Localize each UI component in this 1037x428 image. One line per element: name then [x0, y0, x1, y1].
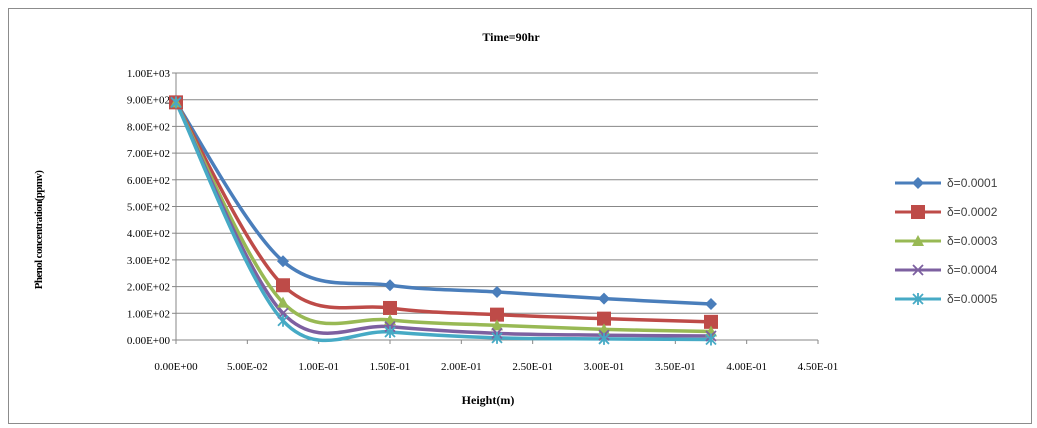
x-tick-label: 1.00E-01 [298, 361, 339, 373]
data-point-series-5 [170, 96, 182, 109]
legend-marker [912, 235, 924, 246]
x-tick-label: 1.50E-01 [370, 361, 411, 373]
y-tick-label: 5.00E+02 [127, 202, 170, 214]
data-point-series-2 [383, 300, 397, 315]
chart-frame [8, 8, 1032, 424]
y-tick-label: 7.00E+02 [127, 148, 170, 160]
legend-label: δ=0.0003 [947, 234, 998, 248]
data-point-series-5 [598, 332, 610, 345]
x-tick-label: 4.50E-01 [798, 361, 839, 373]
legend-label: δ=0.0004 [947, 263, 998, 277]
legend-item-1: δ=0.0001 [895, 176, 998, 190]
y-tick-label: 1.00E+02 [127, 308, 170, 320]
data-point-series-2 [490, 307, 504, 322]
y-tick-label: 1.00E+03 [127, 68, 171, 80]
chart-title: Time=90hr [482, 30, 540, 44]
y-tick-label: 0.00E+00 [127, 335, 171, 347]
data-point-series-2 [276, 278, 290, 293]
data-point-series-5 [491, 331, 503, 344]
x-tick-label: 5.00E-02 [227, 361, 268, 373]
data-point-series-1 [277, 255, 289, 268]
y-tick-label: 8.00E+02 [127, 121, 170, 133]
data-point-series-5 [384, 325, 396, 338]
data-point-series-1 [384, 279, 396, 292]
series-line-5 [174, 101, 712, 343]
data-point-series-5 [705, 333, 717, 346]
y-tick-label: 6.00E+02 [127, 175, 170, 187]
x-tick-label: 0.00E+00 [154, 361, 198, 373]
data-point-series-1 [598, 292, 610, 305]
legend-marker [912, 293, 924, 305]
data-point-series-1 [705, 297, 717, 310]
legend-item-4: δ=0.0004 [895, 263, 998, 277]
y-tick-label: 2.00E+02 [127, 282, 170, 294]
data-point-series-3 [491, 319, 503, 331]
legend-item-3: δ=0.0003 [895, 234, 998, 248]
y-tick-label: 4.00E+02 [127, 228, 170, 240]
legend-item-2: δ=0.0002 [895, 205, 998, 219]
legend-label: δ=0.0002 [947, 205, 998, 219]
legend-label: δ=0.0001 [947, 176, 998, 190]
data-point-series-3 [384, 313, 396, 325]
legend-marker [912, 177, 924, 189]
y-tick-label: 9.00E+02 [127, 95, 170, 107]
x-tick-label: 2.50E-01 [512, 361, 553, 373]
legend-marker [912, 264, 924, 276]
series-line-1 [174, 101, 712, 306]
x-tick-label: 3.00E-01 [584, 361, 625, 373]
x-axis-title: Height(m) [462, 393, 515, 407]
series-layer [169, 95, 718, 346]
data-point-series-2 [704, 314, 718, 329]
x-axis-ticks: 0.00E+00 5.00E-02 1.00E-01 1.50E-01 2.00E-01… [154, 340, 838, 373]
y-axis-ticks: 0.00E+00 1.00E+02 2.00E+02 3.00E+02 4.00E+02… [127, 68, 176, 347]
data-point-series-1 [491, 285, 503, 298]
y-axis-title: Phenol concentration(ppmv) [33, 170, 45, 289]
y-tick-label: 3.00E+02 [127, 255, 170, 267]
data-point-series-3 [277, 296, 289, 308]
x-tick-label: 2.00E-01 [441, 361, 482, 373]
series-line-3 [174, 101, 712, 334]
legend-label: δ=0.0005 [947, 292, 998, 306]
series-line-4 [174, 101, 712, 338]
data-point-series-2 [597, 311, 611, 326]
x-tick-label: 3.50E-01 [655, 361, 696, 373]
data-point-series-5 [277, 314, 289, 327]
legend: δ=0.0001 δ=0.0002 δ=0.0003 δ=0.0004 δ=0.0005 [895, 176, 998, 306]
legend-item-5: δ=0.0005 [895, 292, 998, 306]
legend-marker [911, 205, 925, 219]
gridlines [176, 72, 818, 314]
x-tick-label: 4.00E-01 [726, 361, 767, 373]
